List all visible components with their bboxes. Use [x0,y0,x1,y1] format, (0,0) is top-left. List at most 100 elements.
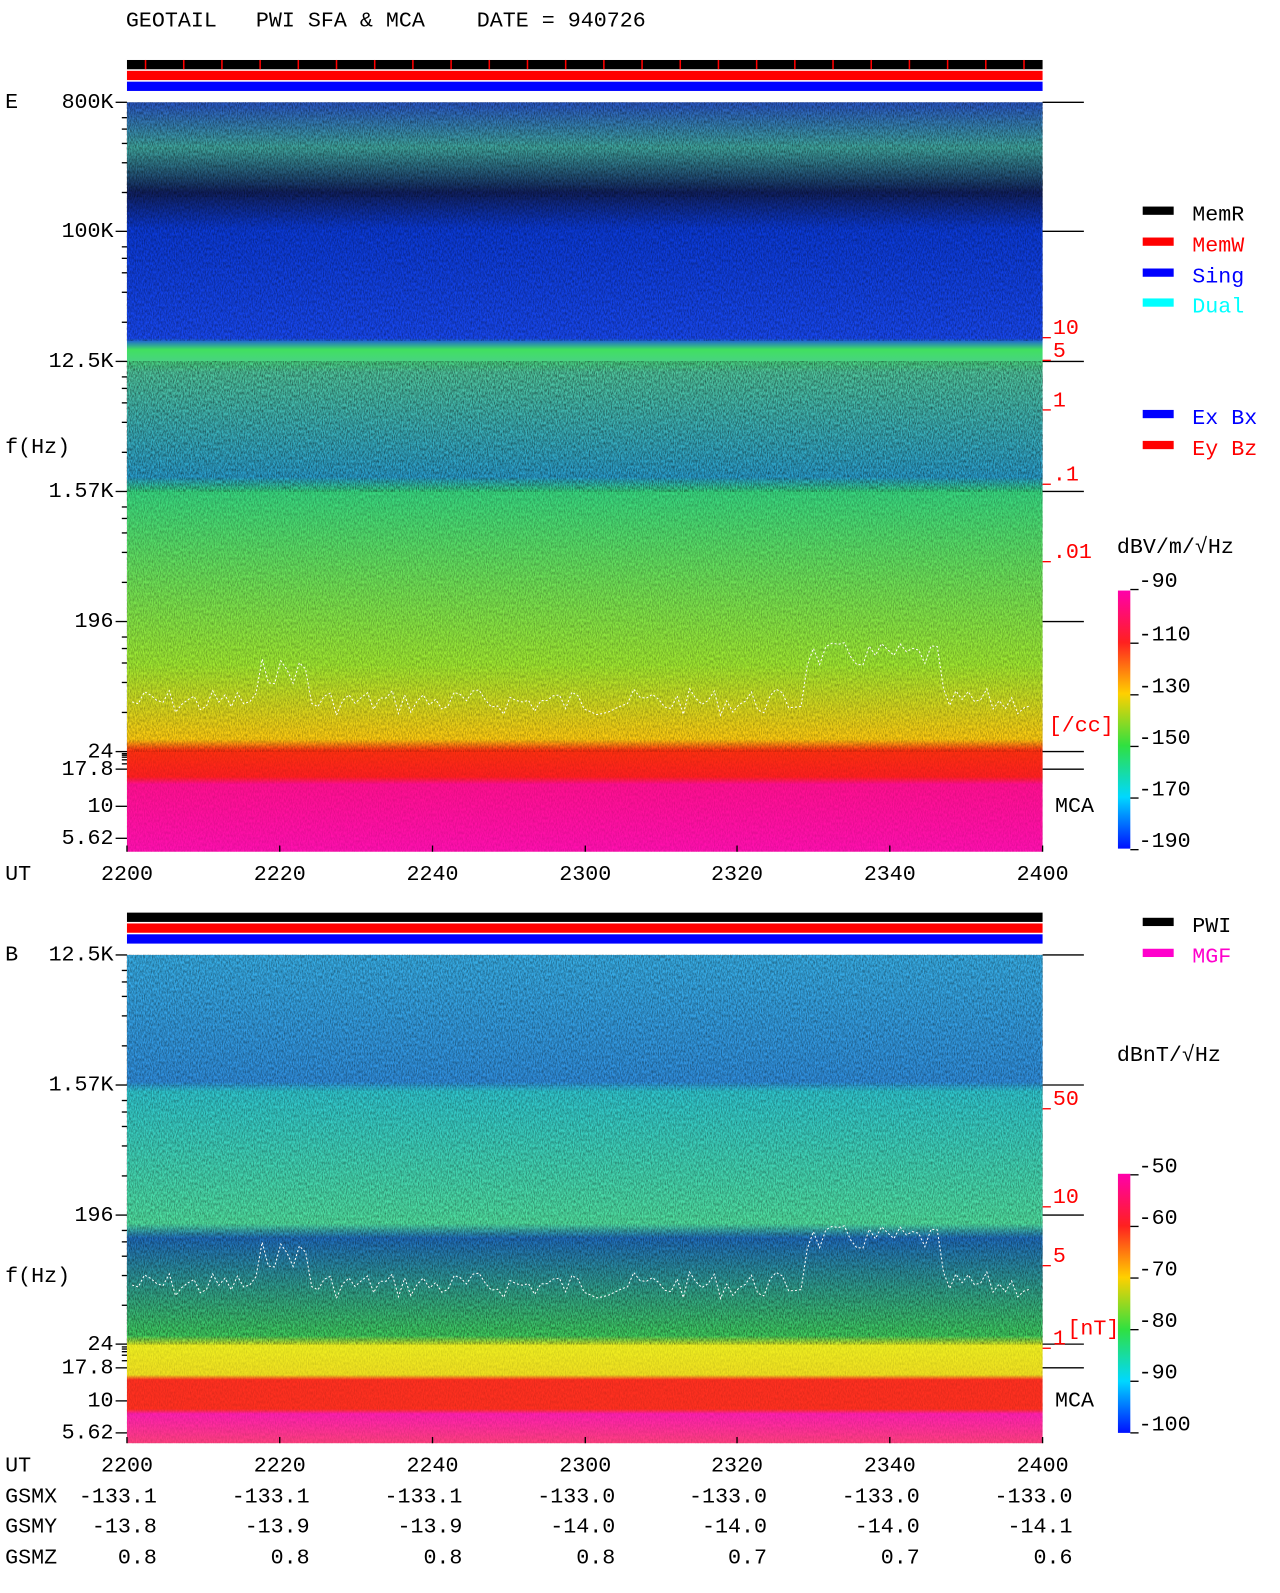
x-tick-label: 2220 [254,1454,306,1479]
colorbar [1117,1173,1131,1433]
legend-swatch [1142,268,1174,277]
x-tick-label: 2300 [559,1454,611,1479]
y-tick-label: 10 [88,794,114,819]
y-tick-label: 10 [88,1389,114,1414]
spectrogram-noise [126,1228,1043,1345]
axis-label: f(Hz) [5,1264,70,1289]
colorbar [1117,590,1131,849]
panel-label: B [5,943,18,968]
x-tick-label: 2320 [711,1454,763,1479]
legend-swatch [1142,440,1174,450]
colorbar-tick-label: -60 [1139,1206,1178,1231]
status-bar [126,59,1043,70]
ephemeris-name: GSMY [5,1515,57,1540]
ephemeris-value: -14.0 [702,1515,767,1540]
density-tick-label: 10 [1053,316,1079,341]
axis-label: UT [5,862,31,887]
status-bar [126,81,1043,91]
density-tick-label: .01 [1053,540,1092,565]
density-tick-label: 10 [1053,1185,1079,1210]
colorbar-title: dBV/m/√Hz [1117,535,1234,560]
y-tick-label: 24 [88,739,114,764]
ephemeris-value: 0.8 [271,1546,310,1571]
x-tick-label: 2220 [254,862,306,887]
spectrogram-noise [126,751,1043,852]
legend-swatch [1142,948,1174,958]
colorbar-tick-label: -110 [1139,623,1191,648]
legend-swatch [1142,298,1174,307]
legend-label: MGF [1192,945,1231,970]
axis-label: f(Hz) [5,435,70,460]
colorbar-tick-label: -50 [1139,1154,1178,1179]
y-tick-label: 196 [75,1203,114,1228]
colorbar-tick-label: -170 [1139,778,1191,803]
x-tick-label: 2240 [407,862,459,887]
ephemeris-value: -13.9 [245,1515,310,1540]
ephemeris-value: -133.1 [384,1485,462,1510]
ephemeris-name: GSMZ [5,1546,57,1571]
spectrogram-noise [126,491,1043,752]
legend-label: MemW [1192,234,1244,259]
spectrogram-noise [126,102,1043,197]
colorbar-tick-label: -190 [1139,829,1191,854]
x-tick-label: 2340 [864,1454,916,1479]
spectrogram-noise [126,1085,1043,1229]
y-tick-label: 12.5K [49,349,114,374]
density-tick-label: .1 [1053,463,1079,488]
density-trace [131,642,1031,717]
x-tick-label: 2200 [101,1454,153,1479]
colorbar-tick-label: -80 [1139,1309,1178,1334]
density-tick-label: 50 [1053,1087,1079,1112]
spectrogram-noise [126,954,1043,1086]
density-unit: [nT] [1067,1316,1119,1341]
ephemeris-value: -14.1 [1008,1515,1073,1540]
density-trace [131,1225,1031,1301]
colorbar-tick-label: -90 [1139,1361,1178,1386]
ephemeris-value: -13.9 [397,1515,462,1540]
ephemeris-value: 0.6 [1034,1546,1073,1571]
density-tick-label: 1 [1053,388,1066,413]
colorbar-tick-label: -90 [1139,569,1178,594]
ephemeris-value: -133.0 [842,1485,920,1510]
y-tick-label: 1.57K [49,1073,114,1098]
density-tick-label: 5 [1053,339,1066,364]
legend-label: MemR [1192,203,1244,228]
ephemeris-value: -133.1 [232,1485,310,1510]
ephemeris-value: -133.0 [689,1485,767,1510]
ephemeris-value: -14.0 [550,1515,615,1540]
ephemeris-value: -13.8 [92,1515,157,1540]
legend-swatch [1142,237,1174,246]
y-tick-label: 5.62 [62,826,114,851]
y-tick-label: 17.8 [62,757,114,782]
colorbar-tick-label: -70 [1139,1258,1178,1283]
x-tick-label: 2300 [559,862,611,887]
colorbar-tick-label: -150 [1139,726,1191,751]
ephemeris-value: 0.8 [576,1546,615,1571]
mca-label: MCA [1055,794,1094,819]
legend-label: PWI [1192,914,1231,939]
ephemeris-value: 0.7 [881,1546,920,1571]
y-tick-label: 24 [88,1332,114,1357]
ephemeris-value: -14.0 [855,1515,920,1540]
ephemeris-value: -133.0 [995,1485,1073,1510]
status-bar [126,70,1043,81]
ephemeris-value: 0.7 [728,1546,767,1571]
legend-swatch [1142,206,1174,215]
y-tick-label: 800K [62,90,114,115]
status-bar [126,912,1043,922]
spectrogram-noise [126,1344,1043,1444]
axis-label: UT [5,1454,31,1479]
legend-swatch [1142,409,1174,419]
legend-label: Ey Bz [1192,437,1257,462]
ephemeris-value: -133.1 [79,1485,157,1510]
density-unit: [/cc] [1049,714,1114,739]
status-bar [126,934,1043,944]
colorbar-tick-label: -130 [1139,674,1191,699]
legend-swatch [1142,917,1174,927]
x-tick-label: 2320 [711,862,763,887]
spectrogram-noise [126,361,1043,492]
status-bar [126,923,1043,933]
y-tick-label: 12.5K [49,943,114,968]
